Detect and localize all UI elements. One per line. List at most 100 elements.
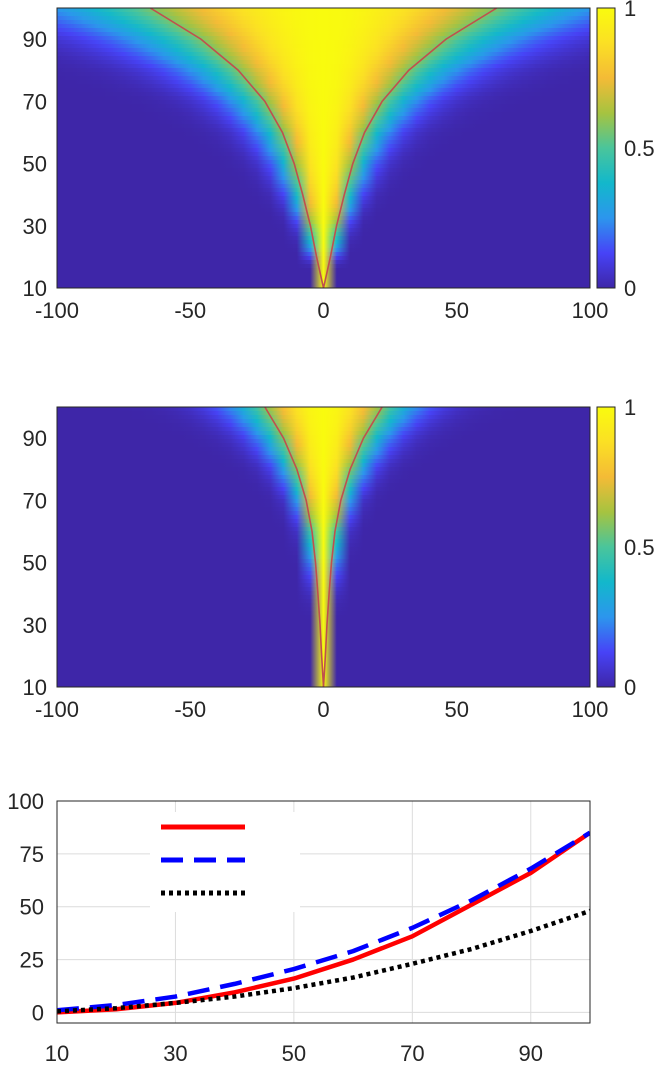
heatmap-row (57, 260, 590, 265)
heatmap-row (57, 68, 590, 73)
heatmap-row (57, 80, 590, 85)
heatmap-row (57, 56, 590, 61)
heatmap-row (57, 64, 590, 69)
colorbar: 00.51 (596, 0, 655, 301)
x-tick-label: 90 (519, 1041, 543, 1066)
heatmap-row (57, 160, 590, 165)
series-line-3 (57, 908, 590, 1014)
colorbar: 00.51 (596, 395, 655, 700)
heatmap-row (57, 268, 590, 273)
heatmap-row (57, 124, 590, 129)
heatmap-row (57, 120, 590, 125)
heatmap-row (57, 519, 590, 524)
heatmap-row (57, 40, 590, 45)
colorbar-tick-label: 0 (624, 276, 636, 301)
x-tick-label: -100 (35, 298, 79, 323)
heatmap-row (57, 216, 590, 221)
heatmap-row (57, 16, 590, 21)
x-tick-label: -50 (174, 298, 206, 323)
x-tick-label: 50 (282, 1041, 306, 1066)
heatmap-row (57, 531, 590, 536)
heatmap-row (57, 84, 590, 89)
heatmap-row (57, 635, 590, 640)
heatmap-row (57, 136, 590, 141)
heatmap-row (57, 595, 590, 600)
heatmap-row (57, 224, 590, 229)
y-tick-label: 90 (23, 27, 47, 52)
heatmap-row (57, 60, 590, 65)
contour-line-right (322, 407, 383, 687)
heatmap-row (57, 663, 590, 668)
heatmap-row (57, 240, 590, 245)
heatmap-row (57, 176, 590, 181)
colorbar-tick-label: 1 (624, 0, 636, 21)
heatmap-row (57, 100, 590, 105)
y-tick-label: 50 (23, 152, 47, 177)
y-tick-label: 10 (23, 675, 47, 700)
heatmap-field (57, 8, 590, 288)
colorbar-tick-labels: 00.51 (624, 0, 655, 301)
x-tick-label: 0 (317, 697, 329, 722)
heatmap-row (57, 467, 590, 472)
contour-line-left (149, 8, 325, 288)
heatmap-row (57, 639, 590, 644)
heatmap-row (57, 419, 590, 424)
heatmap-row (57, 12, 590, 17)
y-tick-labels: 0 25 50 75 100 (7, 789, 44, 1025)
plot-background (57, 801, 590, 1023)
plot-frame (56, 800, 591, 1024)
heatmap-row (57, 439, 590, 444)
heatmap-row (57, 471, 590, 476)
x-tick-labels: -100 -50 0 50 100 (35, 298, 608, 323)
colorbar-tick-label: 0 (624, 675, 636, 700)
y-tick-labels: 10 30 50 70 90 (23, 27, 47, 301)
colorbar-tick-labels: 00.51 (624, 395, 655, 700)
colorbar-tick-label: 0.5 (624, 535, 655, 560)
colorbar-body (596, 7, 616, 289)
heatmap-row (57, 547, 590, 552)
heatmap-row (57, 455, 590, 460)
heatmap-row (57, 164, 590, 169)
heatmap-row (57, 523, 590, 528)
heatmap-row (57, 571, 590, 576)
x-tick-label: 50 (445, 298, 469, 323)
x-tick-label: 0 (317, 298, 329, 323)
heatmap-row (57, 264, 590, 269)
heatmap-row (57, 188, 590, 193)
heatmap-row (57, 204, 590, 209)
heatmap-row (57, 128, 590, 133)
heatmap-row (57, 196, 590, 201)
x-tick-label: 50 (445, 697, 469, 722)
y-tick-label: 75 (20, 842, 44, 867)
heatmap-row (57, 24, 590, 29)
heatmap-row (57, 28, 590, 33)
heatmap-row (57, 192, 590, 197)
heatmap-row (57, 671, 590, 676)
heatmap-row (57, 144, 590, 149)
y-tick-label: 10 (23, 276, 47, 301)
contour-line-left (264, 407, 325, 687)
y-tick-labels: 10 30 50 70 90 (23, 426, 47, 700)
heatmap-row (57, 451, 590, 456)
heatmap-row (57, 72, 590, 77)
heatmap-row (57, 551, 590, 556)
plot-frame (56, 7, 591, 289)
heatmap-row (57, 539, 590, 544)
colorbar-body (596, 406, 616, 688)
plot-frame (56, 406, 591, 688)
heatmap-row (57, 655, 590, 660)
heatmap-row (57, 272, 590, 277)
heatmap-row (57, 483, 590, 488)
heatmap-row (57, 48, 590, 53)
colorbar-tick-label: 1 (624, 395, 636, 420)
heatmap-row (57, 411, 590, 416)
heatmap-row (57, 599, 590, 604)
y-tick-label: 0 (32, 1000, 44, 1025)
heatmap-row (57, 443, 590, 448)
heatmap-row (57, 108, 590, 113)
heatmap-row (57, 611, 590, 616)
heatmap-row (57, 208, 590, 213)
heatmap-row (57, 535, 590, 540)
heatmap-row (57, 587, 590, 592)
